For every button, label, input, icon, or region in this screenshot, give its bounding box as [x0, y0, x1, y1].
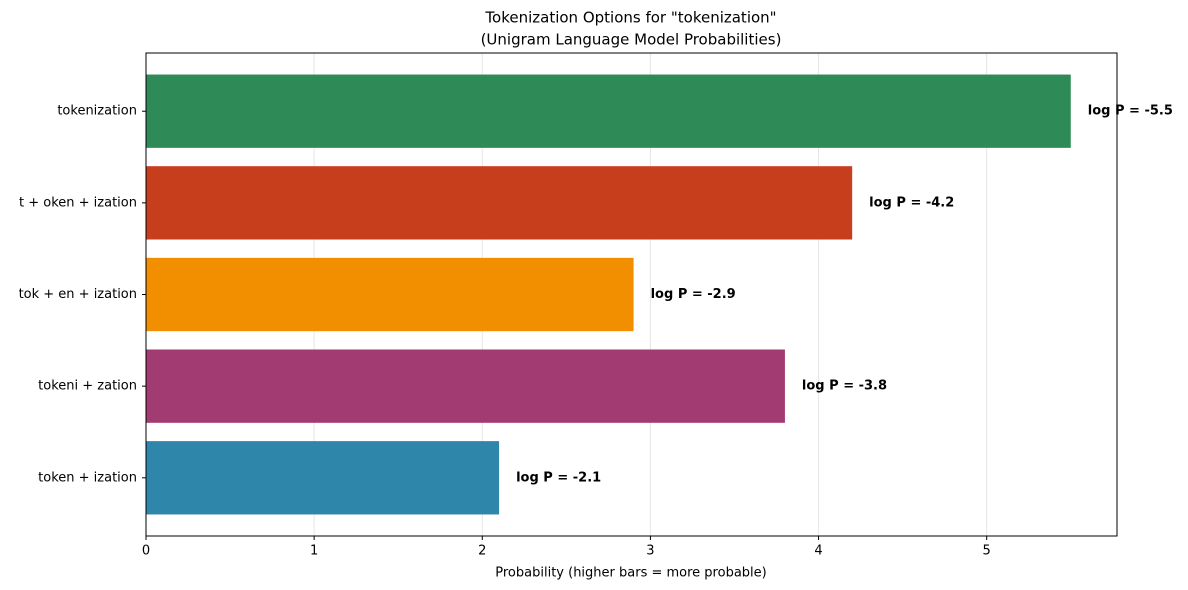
bar — [146, 74, 1071, 148]
plot-frame — [145, 52, 1118, 537]
value-label: log P = -4.2 — [869, 195, 954, 210]
value-label: log P = -3.8 — [802, 379, 887, 394]
bar — [146, 166, 853, 240]
x-tick-label: 1 — [310, 544, 318, 559]
y-tick-label: t + oken + ization — [19, 195, 137, 210]
y-tick-label: tokeni + zation — [38, 379, 137, 394]
x-tick-label: 4 — [814, 544, 822, 559]
value-label: log P = -2.1 — [516, 470, 601, 485]
x-axis-label: Probability (higher bars = more probable… — [495, 566, 766, 581]
bar — [146, 257, 634, 332]
bar — [146, 441, 500, 515]
y-tick-label: tokenization — [57, 104, 137, 119]
value-label: log P = -2.9 — [651, 287, 736, 302]
value-label: log P = -5.5 — [1088, 104, 1173, 119]
bar — [146, 349, 785, 423]
y-tick-label: token + ization — [38, 470, 137, 485]
chart-title: Tokenization Options for "tokenization" — [484, 9, 776, 27]
x-tick-label: 2 — [478, 544, 486, 559]
x-tick-label: 5 — [983, 544, 991, 559]
chart-subtitle: (Unigram Language Model Probabilities) — [481, 31, 782, 49]
x-tick-label: 3 — [646, 544, 654, 559]
y-tick-label: tok + en + ization — [19, 287, 137, 302]
x-tick-label: 0 — [142, 544, 150, 559]
